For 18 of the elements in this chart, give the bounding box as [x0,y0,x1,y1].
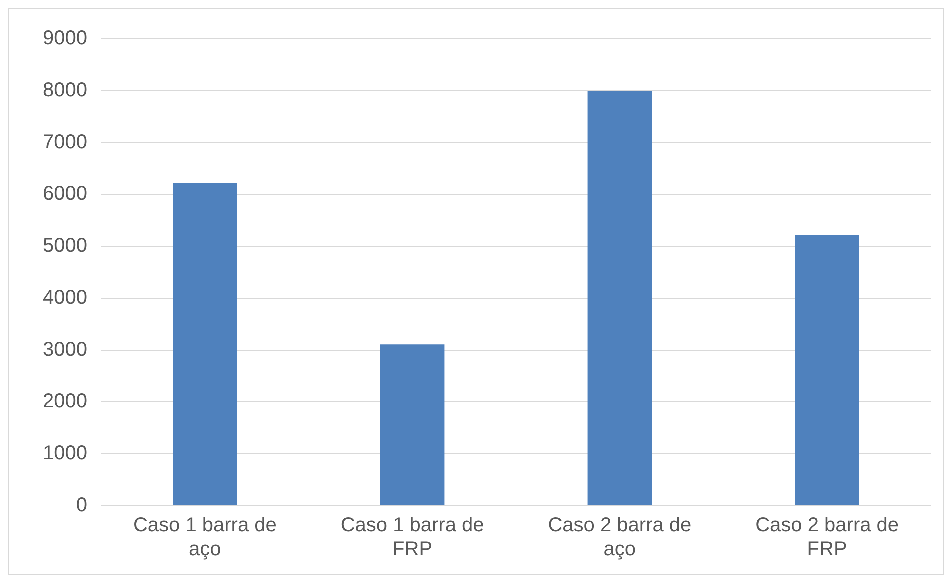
y-tick-label: 5000 [42,235,88,258]
bar [173,183,238,506]
x-tick-label: Caso 2 barra de aço [548,514,692,561]
bar [795,235,860,506]
bar [380,344,445,506]
bar [588,91,652,506]
x-tick-label: Caso 1 barra de FRP [340,514,484,561]
y-tick-label: 8000 [42,79,88,102]
y-tick-label: 2000 [42,390,88,413]
y-tick-label: 4000 [42,286,88,309]
x-tick-label: Caso 1 barra de aço [133,514,277,561]
y-tick-label: 3000 [42,338,88,361]
y-tick-label: 9000 [42,28,88,50]
y-tick-label: 7000 [42,131,88,154]
y-tick-label: 6000 [42,183,88,206]
y-tick-label: 1000 [42,442,88,465]
y-tick-label: 0 [76,494,88,517]
x-tick-label: Caso 2 barra de FRP [756,514,900,561]
